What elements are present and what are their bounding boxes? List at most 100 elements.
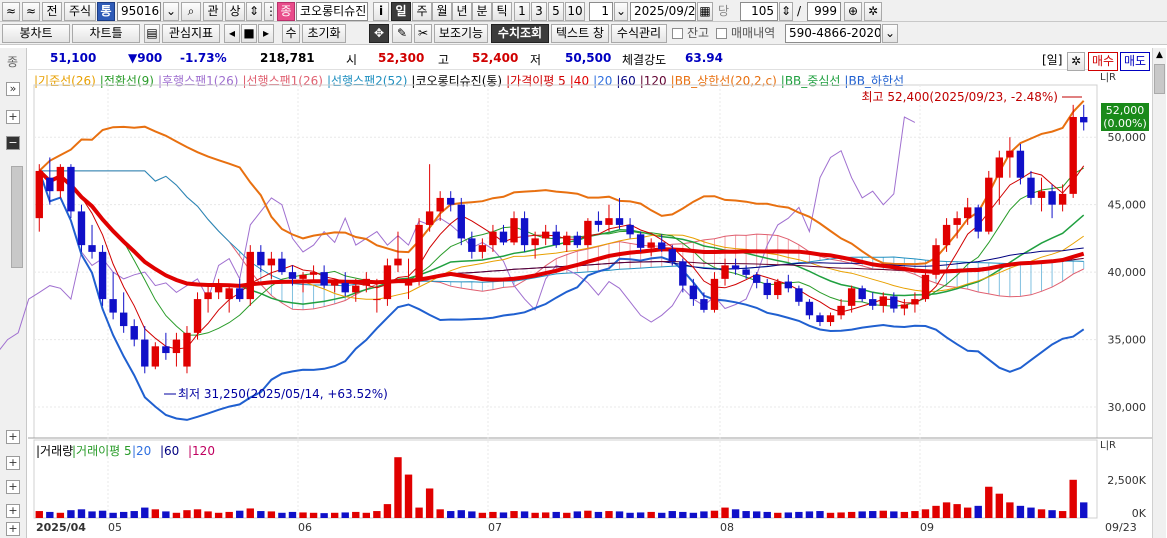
account-select[interactable]: 590-4866-2020-1 bbox=[785, 24, 881, 43]
period-day-button[interactable]: 일 bbox=[391, 2, 411, 21]
volume-bar bbox=[499, 512, 508, 518]
chart-settings-icon[interactable]: ✲ bbox=[1067, 52, 1085, 71]
candle-body bbox=[668, 249, 676, 262]
zoom-in-icon[interactable]: ⊕ bbox=[844, 2, 862, 21]
n3-button[interactable]: 3 bbox=[531, 2, 547, 21]
date-input[interactable]: 2025/09/24 bbox=[630, 2, 696, 21]
period-tick-button[interactable]: 틱 bbox=[492, 2, 512, 21]
sidebar-scrollbar[interactable] bbox=[11, 166, 23, 268]
sell-button[interactable]: 매도 bbox=[1120, 52, 1150, 71]
text-window-button[interactable]: 텍스트 창 bbox=[551, 24, 609, 43]
pen-icon[interactable]: ✎ bbox=[392, 24, 412, 43]
candle-body bbox=[278, 258, 286, 273]
unit-dropdown-icon[interactable]: ⌄ bbox=[614, 2, 628, 21]
stock-name-field: 코오롱티슈진 bbox=[296, 2, 368, 21]
balance-checkbox[interactable] bbox=[672, 28, 683, 39]
volume-bar bbox=[1027, 507, 1035, 518]
trade-history-checkbox[interactable] bbox=[716, 28, 727, 39]
add-indicator2-icon[interactable]: + bbox=[6, 480, 20, 494]
candle-body bbox=[352, 285, 360, 293]
add-panel-icon[interactable]: + bbox=[6, 110, 20, 124]
x-axis-label: 06 bbox=[298, 521, 312, 534]
candle-body bbox=[563, 235, 571, 246]
scissors-icon[interactable]: ✂ bbox=[414, 24, 432, 43]
candle-body bbox=[341, 282, 349, 293]
reset-button[interactable]: 초기화 bbox=[302, 24, 346, 43]
period-month-button[interactable]: 월 bbox=[432, 2, 452, 21]
candle-body bbox=[742, 269, 750, 275]
count-spin-icon[interactable]: ⇕ bbox=[779, 2, 793, 21]
add-indicator4-icon[interactable]: + bbox=[6, 522, 20, 536]
period-minute-button[interactable]: 분 bbox=[472, 2, 492, 21]
volume-bar bbox=[647, 511, 655, 518]
prev-icon[interactable]: ◂ bbox=[224, 24, 240, 43]
search-icon[interactable]: ⌕ bbox=[181, 2, 201, 21]
current-price-tag-pct: (0.00%) bbox=[1103, 117, 1147, 130]
volume-bar bbox=[425, 488, 434, 518]
volume-bar bbox=[436, 509, 444, 518]
manual-query-button[interactable]: 수치조회 bbox=[491, 24, 549, 43]
volume-bar bbox=[858, 511, 866, 518]
chart-frame-button[interactable]: 차트틀 bbox=[72, 24, 140, 43]
edit-button[interactable]: 수 bbox=[282, 24, 300, 43]
spin-icon[interactable]: ⇕ bbox=[246, 2, 262, 21]
candle-body bbox=[67, 166, 75, 212]
buy-button[interactable]: 매수 bbox=[1088, 52, 1118, 71]
ma5-line bbox=[38, 165, 1085, 350]
price-axis-label: 50,000 bbox=[1108, 131, 1147, 144]
account-dropdown-icon[interactable]: ⌄ bbox=[882, 24, 898, 43]
scroll-up-icon[interactable]: ▲ bbox=[1156, 50, 1163, 60]
candle-body bbox=[1037, 191, 1046, 198]
formula-manager-button[interactable]: 수식관리 bbox=[611, 24, 667, 43]
market-tab-button[interactable]: 전 bbox=[42, 2, 62, 21]
candle-body bbox=[510, 218, 518, 243]
candle-body bbox=[911, 299, 919, 305]
crosshair-icon[interactable]: ✥ bbox=[369, 24, 389, 43]
double-up-button[interactable]: ≈ bbox=[22, 2, 40, 21]
save-icon[interactable]: ▤ bbox=[144, 24, 160, 43]
n5-button[interactable]: 5 bbox=[548, 2, 564, 21]
candle-body bbox=[826, 315, 835, 323]
n1-button[interactable]: 1 bbox=[514, 2, 530, 21]
candle-chart-button[interactable]: 봉차트 bbox=[2, 24, 70, 43]
asset-type-select[interactable]: 주식 bbox=[64, 2, 96, 21]
add-indicator-icon[interactable]: + bbox=[6, 456, 20, 470]
candle-body bbox=[594, 220, 603, 225]
period-year-button[interactable]: 년 bbox=[452, 2, 472, 21]
info-button[interactable]: i bbox=[373, 2, 389, 21]
max-count-input[interactable]: 999 bbox=[807, 2, 841, 21]
rank-button[interactable]: 상 bbox=[225, 2, 245, 21]
unit-input[interactable]: 1 bbox=[589, 2, 613, 21]
next-icon[interactable]: ▸ bbox=[258, 24, 274, 43]
code-dropdown-icon[interactable]: ⌄ bbox=[163, 2, 179, 21]
assist-function-button[interactable]: 보조기능 bbox=[434, 24, 488, 43]
up-arrow-button[interactable]: ≈ bbox=[2, 2, 20, 21]
collapse-icon[interactable]: » bbox=[6, 82, 20, 96]
type-badge[interactable]: 통 bbox=[97, 2, 115, 21]
candle-body bbox=[489, 231, 497, 246]
calendar-icon[interactable]: ▦ bbox=[697, 2, 713, 21]
volume-bar bbox=[816, 511, 824, 518]
stock-code-input[interactable]: 950160 bbox=[117, 2, 161, 21]
bb-upper-line bbox=[38, 100, 1085, 266]
count-input[interactable]: 105 bbox=[740, 2, 778, 21]
volume-bar bbox=[278, 512, 286, 518]
period-week-button[interactable]: 주 bbox=[412, 2, 432, 21]
candle-body bbox=[900, 304, 909, 309]
candle-body bbox=[457, 204, 465, 239]
volume-bar bbox=[847, 511, 856, 518]
n10-button[interactable]: 10 bbox=[565, 2, 585, 21]
remove-panel-icon[interactable]: − bbox=[6, 136, 20, 150]
relation-button[interactable]: 관 bbox=[203, 2, 223, 21]
watch-indicator-button[interactable]: 관심지표 bbox=[162, 24, 220, 43]
settings-gear-icon[interactable]: ✲ bbox=[864, 2, 882, 21]
volume-bar bbox=[204, 511, 212, 518]
volume-bar bbox=[710, 510, 719, 518]
stop-icon[interactable]: ■ bbox=[241, 24, 257, 43]
add-volume-icon[interactable]: + bbox=[6, 430, 20, 444]
candle-body bbox=[225, 288, 233, 300]
scroll-thumb[interactable] bbox=[1154, 64, 1165, 94]
add-indicator3-icon[interactable]: + bbox=[6, 504, 20, 518]
vertical-scrollbar[interactable]: ▲ bbox=[1152, 48, 1166, 538]
